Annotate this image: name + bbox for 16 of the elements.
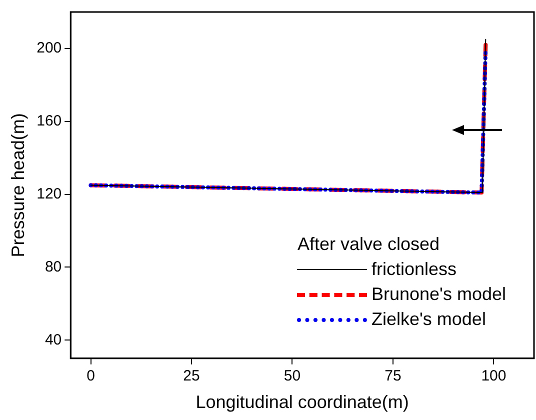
y-tick-label: 40 (44, 331, 62, 348)
x-tick-label: 0 (86, 368, 95, 385)
legend-label: frictionless (371, 259, 456, 280)
y-axis-title: Pressure head(m) (8, 113, 28, 258)
y-tick-label: 80 (44, 258, 62, 276)
y-tick-label: 160 (36, 112, 62, 130)
x-tick-label: 100 (481, 368, 506, 385)
x-axis-title: Longitudinal coordinate(m) (196, 392, 409, 412)
x-tick-label: 25 (183, 368, 200, 385)
y-tick-label: 120 (36, 185, 62, 202)
y-tick-label: 200 (36, 40, 62, 57)
x-tick-label: 75 (384, 368, 402, 385)
legend-label: Brunone's model (371, 284, 506, 305)
legend-label: Zielke's model (371, 309, 486, 330)
legend-title: After valve closed (297, 233, 441, 256)
x-tick-label: 50 (284, 368, 301, 385)
